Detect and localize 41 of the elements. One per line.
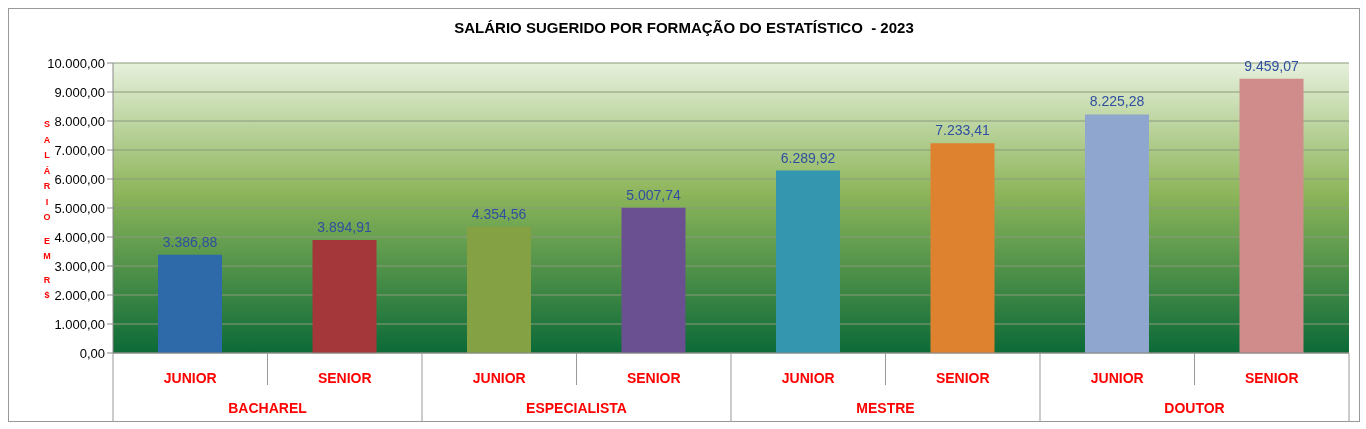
y-tick-label: 4.000,00 <box>54 229 105 245</box>
y-tick-label: 2.000,00 <box>54 287 105 303</box>
text: ESPECIALISTA <box>526 400 627 416</box>
data-label: 5.007,74 <box>626 186 681 203</box>
y-tick-label: 3.000,00 <box>54 258 105 274</box>
bar <box>467 226 531 353</box>
text: SALÁRIO EM R$ <box>43 119 51 300</box>
data-label: 9.459,07 <box>1244 57 1299 74</box>
bar <box>621 207 686 353</box>
x-tick-label: JUNIOR <box>472 370 526 386</box>
y-tick-label: 7.000,00 <box>54 142 105 158</box>
y-tick-label: 0,00 <box>79 345 105 361</box>
y-tick-label: 9.000,00 <box>54 84 105 100</box>
bar <box>158 254 222 353</box>
x-tick-label: JUNIOR <box>1090 370 1144 386</box>
x-tick-label: JUNIOR <box>781 370 835 386</box>
y-tick-label: 5.000,00 <box>54 200 105 216</box>
data-label: 6.289,92 <box>780 149 836 166</box>
bar <box>1085 114 1149 353</box>
text: DOUTOR <box>1164 400 1225 416</box>
data-label: 8.225,28 <box>1089 93 1145 110</box>
x-tick-label: SENIOR <box>935 370 990 386</box>
text: BACHAREL <box>228 400 308 416</box>
x-tick-label: SENIOR <box>317 370 372 386</box>
x-tick-label: SENIOR <box>1244 370 1299 386</box>
y-tick-label: 1.000,00 <box>54 316 105 332</box>
data-label: 3.894,91 <box>317 219 372 236</box>
chart-title: SALÁRIO SUGERIDO POR FORMAÇÃO DO ESTATÍSTICO - 2023 <box>453 18 915 38</box>
x-tick-label: JUNIOR <box>163 370 217 386</box>
bar <box>1239 78 1304 353</box>
x-tick-label: SENIOR <box>626 370 681 386</box>
bar <box>776 170 840 353</box>
y-tick-label: 8.000,00 <box>54 113 105 129</box>
bar <box>312 240 377 353</box>
data-label: 3.386,88 <box>162 233 218 250</box>
data-label: 7.233,41 <box>935 122 990 139</box>
y-tick-label: 10.000,00 <box>47 55 105 71</box>
data-label: 4.354,56 <box>471 205 527 222</box>
bar <box>930 143 995 353</box>
text: MESTRE <box>856 400 915 416</box>
y-tick-label: 6.000,00 <box>54 171 105 187</box>
